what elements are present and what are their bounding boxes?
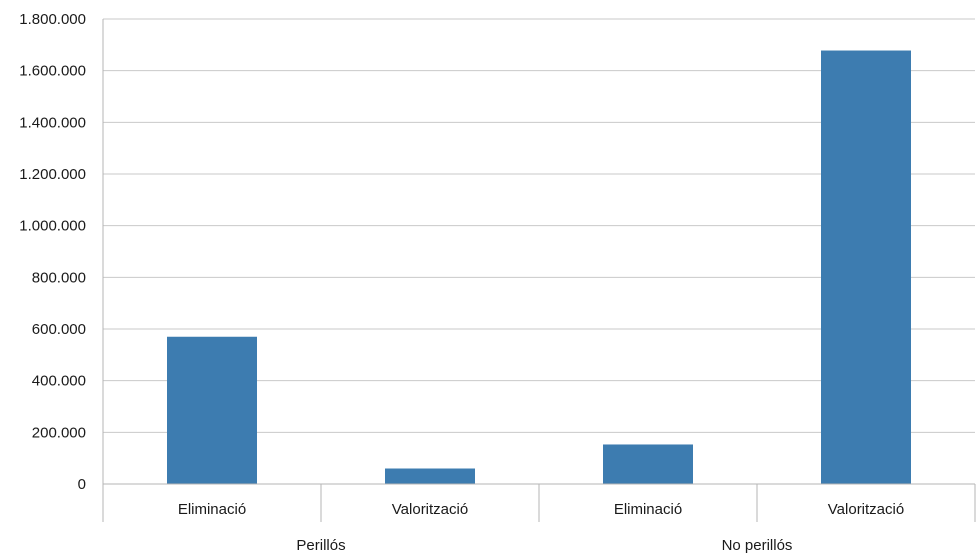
bar: [603, 444, 693, 484]
y-tick-label: 0: [78, 476, 86, 493]
y-tick-label: 1.000.000: [19, 218, 86, 235]
bar: [167, 336, 257, 484]
bar: [385, 468, 475, 484]
y-tick-label: 200.000: [32, 424, 86, 441]
y-axis-tick-labels: 0 200.000 400.000 600.000 800.000 1.000.000 1.…: [19, 11, 86, 493]
y-tick-label: 1.800.000: [19, 11, 86, 28]
bar: [821, 50, 911, 485]
y-tick-label: 400.000: [32, 373, 86, 390]
group-label: Perillós: [296, 537, 345, 554]
y-tick-label: 1.200.000: [19, 166, 86, 183]
category-label: Eliminació: [178, 501, 246, 518]
y-tick-label: 1.400.000: [19, 114, 86, 131]
y-tick-label: 1.600.000: [19, 63, 86, 80]
bars: [167, 50, 911, 485]
y-tick-label: 800.000: [32, 269, 86, 286]
category-label: Valorització: [828, 501, 904, 518]
y-tick-label: 600.000: [32, 321, 86, 338]
group-labels: Perillós No perillós: [296, 537, 792, 554]
axes: [102, 19, 976, 522]
category-label: Eliminació: [614, 501, 682, 518]
group-label: No perillós: [722, 537, 793, 554]
category-label: Valorització: [392, 501, 468, 518]
category-labels: Eliminació Valorització Eliminació Valoritz…: [178, 501, 904, 518]
